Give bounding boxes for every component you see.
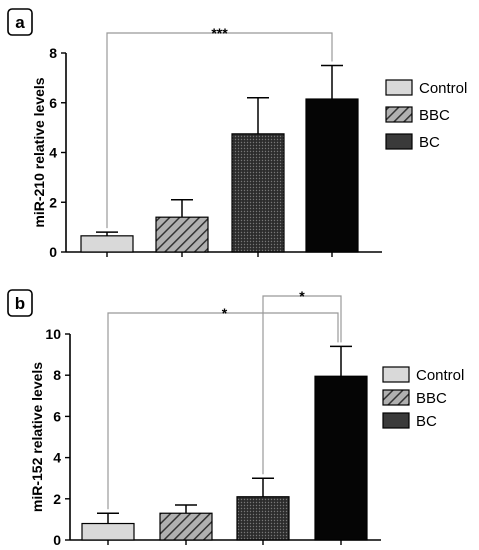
y-axis-label: miR-210 relative levels — [31, 77, 47, 227]
panel-label-box — [7, 8, 33, 36]
significance-label: *** — [211, 25, 228, 41]
legend-swatch — [385, 133, 413, 150]
panel-label: a — [15, 13, 25, 32]
legend-label: BC — [416, 413, 437, 430]
bar — [314, 375, 368, 541]
significance-label: * — [299, 288, 305, 304]
bar — [231, 133, 285, 253]
significance-bracket — [262, 295, 342, 475]
panel-label: b — [15, 294, 25, 313]
legend-label: BBC — [419, 107, 450, 124]
legend-label: Control — [419, 80, 467, 97]
legend-swatch — [382, 389, 410, 406]
y-axis-label: miR-152 relative levels — [29, 362, 45, 512]
legend-swatch — [385, 106, 413, 123]
y-tick-label: 6 — [53, 408, 61, 424]
y-tick-label: 0 — [53, 532, 61, 548]
y-tick-label: 6 — [49, 95, 57, 111]
panel-label-box — [7, 289, 33, 317]
bar — [80, 235, 134, 253]
bar — [155, 216, 209, 253]
bar — [236, 496, 290, 541]
chart-panel-b: b miR-152 relative levels 0 2 4 6 8 10 * * Control… — [7, 288, 464, 548]
bar — [81, 522, 135, 541]
bar — [159, 512, 213, 541]
legend-label: BC — [419, 134, 440, 151]
legend-label: BBC — [416, 390, 447, 407]
chart-panel-a: a miR-210 relative levels 0 2 4 6 8 *** Control B… — [7, 8, 467, 260]
y-tick-label: 2 — [49, 194, 57, 210]
legend-label: Control — [416, 367, 464, 384]
y-tick-label: 4 — [53, 450, 61, 466]
y-tick-label: 2 — [53, 491, 61, 507]
y-tick-label: 8 — [49, 45, 57, 61]
y-tick-label: 10 — [45, 326, 61, 342]
significance-label: * — [222, 305, 228, 321]
legend-swatch — [385, 79, 413, 96]
significance-bracket — [107, 312, 339, 510]
significance-bracket — [106, 32, 333, 229]
y-tick-label: 0 — [49, 244, 57, 260]
legend-swatch — [382, 366, 410, 383]
y-tick-label: 8 — [53, 367, 61, 383]
y-tick-label: 4 — [49, 145, 57, 161]
bar — [305, 98, 359, 253]
legend-swatch — [382, 412, 410, 429]
